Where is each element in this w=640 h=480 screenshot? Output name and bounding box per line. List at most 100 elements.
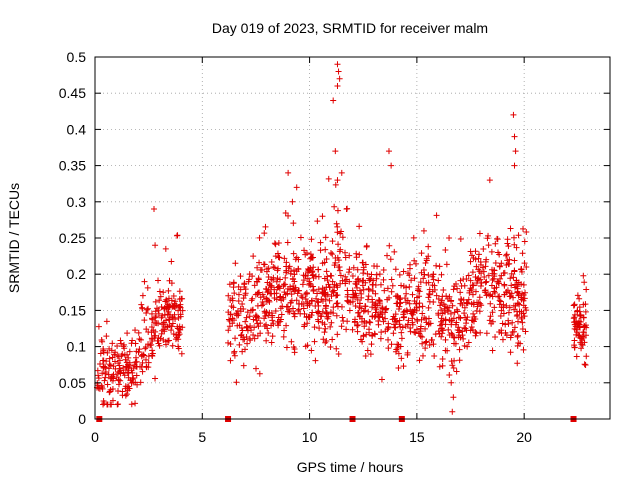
data-point: [151, 206, 158, 213]
data-point: [482, 279, 489, 286]
data-point: [251, 324, 258, 331]
data-point: [454, 285, 461, 292]
data-point: [101, 377, 108, 384]
data-point: [483, 330, 490, 337]
data-point: [99, 384, 106, 391]
data-point: [385, 148, 392, 155]
data-point: [438, 297, 445, 304]
data-point: [103, 318, 110, 325]
data-point: [511, 268, 518, 275]
data-point: [457, 277, 464, 284]
data-point: [243, 314, 250, 321]
data-point: [291, 267, 298, 274]
data-point: [230, 304, 237, 311]
data-point: [473, 308, 480, 315]
data-point: [366, 318, 373, 325]
data-point: [241, 336, 248, 343]
data-point: [288, 268, 295, 275]
data-point: [321, 286, 328, 293]
data-point: [467, 285, 474, 292]
data-point: [316, 325, 323, 332]
data-point: [576, 318, 583, 325]
data-point: [479, 264, 486, 271]
data-point: [333, 312, 340, 319]
data-point: [265, 265, 272, 272]
data-point: [464, 314, 471, 321]
data-point: [298, 292, 305, 299]
data-point: [465, 339, 472, 346]
data-point: [159, 327, 166, 334]
data-point: [425, 294, 432, 301]
data-point: [338, 169, 345, 176]
data-point: [345, 299, 352, 306]
data-point: [170, 293, 177, 300]
data-point: [280, 333, 287, 340]
data-point: [121, 372, 128, 379]
data-point: [402, 323, 409, 330]
data-point: [230, 279, 237, 286]
data-point: [323, 337, 330, 344]
data-point: [444, 295, 451, 302]
data-point: [388, 276, 395, 283]
data-point: [353, 278, 360, 285]
data-point: [110, 375, 117, 382]
data-point: [391, 324, 398, 331]
data-point: [419, 303, 426, 310]
data-point: [114, 370, 121, 377]
data-point: [505, 243, 512, 250]
data-point: [487, 313, 494, 320]
data-point: [441, 309, 448, 316]
data-point: [265, 273, 272, 280]
data-point: [115, 388, 122, 395]
data-point: [335, 241, 342, 248]
data-point: [443, 261, 450, 268]
data-point: [377, 281, 384, 288]
data-point: [163, 298, 170, 305]
data-point: [398, 329, 405, 336]
data-point: [257, 330, 264, 337]
data-point: [99, 338, 106, 345]
data-point: [515, 232, 522, 239]
data-point: [253, 365, 260, 372]
data-point: [322, 296, 329, 303]
data-point: [516, 301, 523, 308]
data-point: [145, 359, 152, 366]
data-point: [237, 273, 244, 280]
data-point: [97, 350, 104, 357]
data-point: [430, 299, 437, 306]
data-point: [115, 377, 122, 384]
data-point: [476, 230, 483, 237]
data-point: [122, 383, 129, 390]
data-point: [521, 295, 528, 302]
data-point: [133, 358, 140, 365]
data-point: [315, 318, 322, 325]
data-point: [275, 254, 282, 261]
data-point: [389, 282, 396, 289]
data-point: [486, 317, 493, 324]
data-point: [334, 177, 341, 184]
data-point: [244, 309, 251, 316]
data-point: [243, 323, 250, 330]
data-point: [430, 341, 437, 348]
data-point: [282, 274, 289, 281]
data-point: [133, 372, 140, 379]
data-point: [385, 323, 392, 330]
data-point: [392, 324, 399, 331]
data-point: [354, 309, 361, 316]
data-point: [416, 300, 423, 307]
data-point: [420, 275, 427, 282]
data-point: [514, 300, 521, 307]
x-tick-label: 10: [302, 429, 318, 445]
data-point: [449, 362, 456, 369]
data-point: [378, 329, 385, 336]
data-point: [336, 267, 343, 274]
data-point: [310, 264, 317, 271]
data-point: [100, 349, 107, 356]
data-point: [152, 298, 159, 305]
data-point: [360, 264, 367, 271]
data-point: [498, 260, 505, 267]
data-point: [457, 236, 464, 243]
data-point: [497, 275, 504, 282]
data-point: [390, 313, 397, 320]
data-point: [173, 232, 180, 239]
